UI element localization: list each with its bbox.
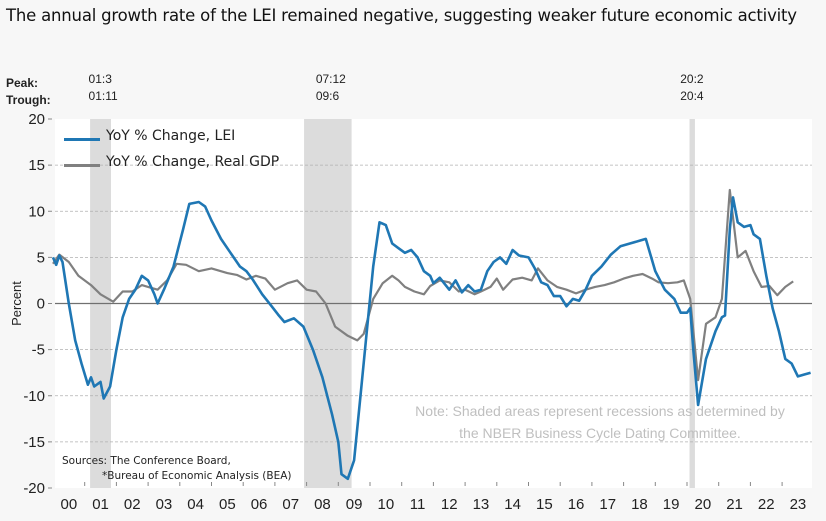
x-tick-label: 10 [378,496,395,513]
trough-label: Trough: [6,93,51,107]
sources-line-1: Sources: The Conference Board, [62,455,231,467]
y-tick-label: -10 [23,388,45,405]
y-axis-label: Percent [9,281,24,326]
legend-swatch-gdp [64,164,100,167]
chart-title: The annual growth rate of the LEI remain… [6,6,797,25]
y-tick-label: 0 [37,296,45,313]
x-tick-label: 18 [631,496,648,513]
series-line-lei [51,196,811,481]
x-tick-label: 20 [695,496,712,513]
sources-line-2: *Bureau of Economic Analysis (BEA) [102,470,292,482]
legend-label-gdp: YoY % Change, Real GDP [106,154,280,170]
y-tick-label: 5 [37,249,45,266]
recession-peak-date: 01:3 [88,72,112,86]
legend-swatch-lei [64,138,100,141]
recession-trough-date: 20:4 [680,89,704,103]
x-tick-label: 13 [473,496,490,513]
legend-label-lei: YoY % Change, LEI [106,128,236,144]
x-tick-label: 04 [187,496,204,513]
x-tick-label: 22 [758,496,775,513]
note-line-1: Note: Shaded areas represent recessions … [415,403,785,419]
x-tick-label: 01 [92,496,109,513]
x-tick-label: 06 [251,496,268,513]
x-tick-label: 02 [124,496,141,513]
recession-peak-date: 20:2 [680,72,704,86]
x-tick-label: 16 [568,496,585,513]
x-tick-label: 05 [219,496,236,513]
y-tick-label: -15 [23,434,45,451]
y-tick-label: 20 [28,111,45,128]
note-line-2: the NBER Business Cycle Dating Committee… [459,425,741,441]
x-tick-label: 08 [314,496,331,513]
x-tick-label: 00 [61,496,78,513]
recession-trough-date: 01:11 [88,89,118,103]
recession-note: Note: Shaded areas represent recessions … [360,400,826,444]
x-tick-label: 19 [663,496,680,513]
peak-label: Peak: [6,76,39,90]
x-tick-label: 12 [441,496,458,513]
x-tick-label: 14 [504,496,521,513]
recession-trough-date: 09:6 [315,89,340,103]
x-tick-label: 09 [346,496,363,513]
y-tick-label: -5 [32,342,45,359]
x-tick-label: 23 [790,496,807,513]
y-tick-label: 10 [28,203,45,220]
x-tick-label: 21 [726,496,743,513]
y-tick-label: -20 [23,480,45,497]
x-tick-label: 07 [282,496,299,513]
y-tick-label: 15 [28,157,45,174]
x-tick-label: 11 [410,496,426,513]
x-tick-label: 03 [156,496,173,513]
series-line-real-gdp [52,188,794,382]
x-tick-label: 17 [599,496,616,513]
recession-peak-date: 07:12 [315,72,346,86]
x-tick-label: 15 [536,496,553,513]
